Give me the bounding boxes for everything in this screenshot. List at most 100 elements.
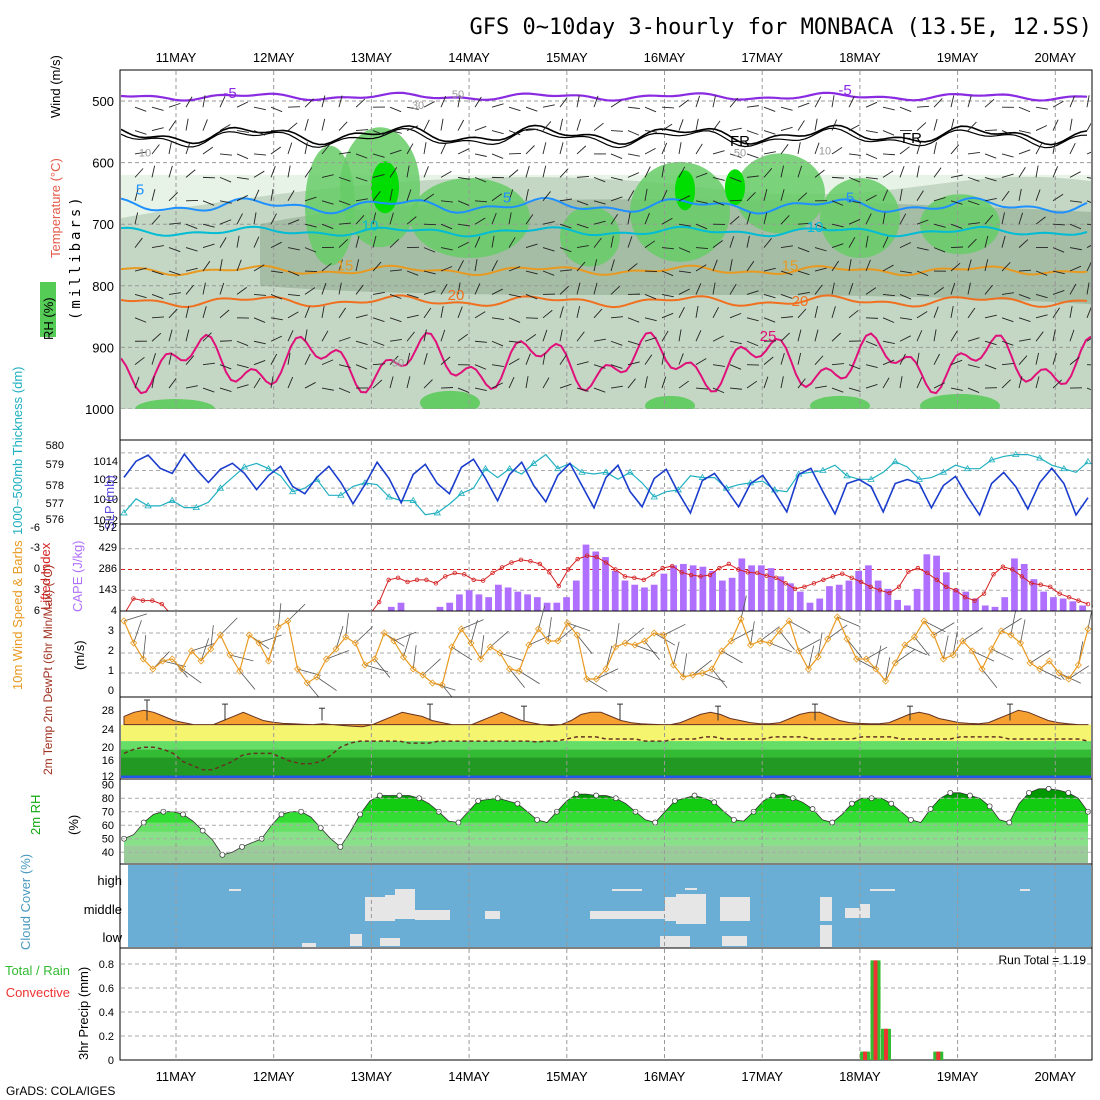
cape-bar (748, 565, 755, 611)
wind-barb (678, 306, 685, 319)
wind-barb (950, 144, 960, 155)
lifted-index-marker (773, 575, 779, 580)
wind-barb (219, 282, 225, 295)
wind-barb (899, 270, 912, 274)
lifted-index-marker (424, 577, 429, 583)
contour-label: 30 (412, 100, 424, 112)
thickness-tick-label: 579 (46, 459, 64, 471)
wind-barb (372, 235, 377, 248)
wind-barb (1018, 294, 1031, 300)
wind-barb (576, 145, 587, 155)
wind-barb (1001, 130, 1014, 136)
wind-barb (661, 247, 674, 250)
contour-label: 5 (846, 190, 854, 207)
wind-speed-marker (660, 631, 668, 639)
wind-speed-marker (1055, 669, 1063, 677)
rh-marker (849, 800, 855, 807)
cape-bar (465, 590, 473, 611)
wind-barb (1086, 176, 1091, 179)
wind-barb (338, 387, 351, 394)
wind-barb (729, 153, 742, 158)
wind-barb (508, 212, 512, 225)
cape-bar (572, 580, 580, 611)
wind-barb (202, 387, 215, 393)
lifted-index-marker (613, 567, 618, 572)
wind10m-barb (673, 641, 680, 666)
wind-speed-marker (477, 655, 485, 663)
wind-barb (746, 340, 759, 347)
wind-barb (984, 259, 989, 272)
wind-barb (797, 165, 802, 178)
wind-barb (287, 376, 294, 389)
wind-barb (610, 385, 623, 389)
wind-barb (321, 282, 327, 295)
pressure-tick-label: 500 (92, 94, 114, 109)
wind-barb (134, 356, 145, 366)
wind-barb (797, 291, 810, 295)
wind-barb (134, 267, 147, 272)
upper-air-panel: -5 -5 FR FR 5 5 5 10 10 15 15 20 20 25 10 10 30 50 50 50 50… (40, 55, 1093, 441)
thickness-marker (650, 493, 658, 500)
wind-barb (508, 152, 522, 155)
wind-barb (967, 152, 980, 155)
slp-tick-label: 1072 (94, 515, 118, 527)
wind-barb (355, 284, 364, 295)
precip-tick-label: 0 (108, 1055, 114, 1067)
wind-barb (508, 340, 521, 343)
wind-barb (644, 188, 648, 201)
wind-barb (559, 329, 563, 342)
wind-barb (593, 200, 606, 205)
wind-barb (355, 235, 360, 248)
wind-barb (712, 306, 719, 319)
lifted-index-marker (830, 574, 836, 579)
wind-barb (1001, 262, 1011, 272)
wind-barb (457, 282, 461, 295)
wind-barb (559, 223, 572, 229)
thickness-tick-label: 580 (46, 440, 64, 452)
wind-speed-marker (448, 643, 456, 651)
wind-barb (321, 223, 334, 229)
wind-barb (355, 259, 360, 272)
wind-barb (253, 293, 266, 296)
lifted-index-marker (395, 575, 401, 580)
rh-marker (986, 803, 993, 810)
wind-speed-marker (785, 617, 793, 625)
wind-barb (865, 176, 878, 180)
wind-barb (831, 147, 843, 155)
dew-band-light (121, 741, 1091, 750)
wind-barb (287, 270, 300, 277)
wind-barb (372, 153, 385, 158)
date-label-top: 15MAY (546, 50, 588, 65)
wind-barb (627, 263, 638, 272)
lifted-index-marker (452, 570, 457, 576)
wind10m-barb (596, 668, 619, 680)
wind10m-barb (962, 627, 983, 642)
wind-barb (695, 118, 699, 131)
wind-barb (610, 100, 622, 108)
wind-speed-marker (236, 667, 244, 675)
wind10m-barb (894, 649, 916, 664)
wind-barb (168, 308, 178, 319)
dew-band-mid (121, 749, 1091, 758)
wind-barb (916, 376, 923, 389)
wind-barb (134, 293, 147, 299)
cape-bar (592, 551, 600, 611)
wind-barb (729, 312, 742, 319)
wind-barb (695, 305, 699, 318)
wind10m-unit: (m/s) (72, 640, 87, 670)
cape-bar (709, 570, 716, 611)
slp-line (123, 452, 1089, 517)
wind-speed-marker (245, 631, 253, 639)
wind-barb (644, 106, 657, 113)
rh-marker (947, 789, 954, 796)
wind-barb (848, 282, 854, 295)
lifted-index-marker (953, 588, 958, 593)
wind-barb (219, 96, 226, 108)
wind-barb (848, 96, 855, 108)
lifted-index-marker (480, 578, 486, 583)
wind-barb (746, 212, 751, 225)
wind-barb (304, 287, 316, 295)
wind-barb (202, 119, 208, 131)
wind-barb (695, 387, 708, 390)
